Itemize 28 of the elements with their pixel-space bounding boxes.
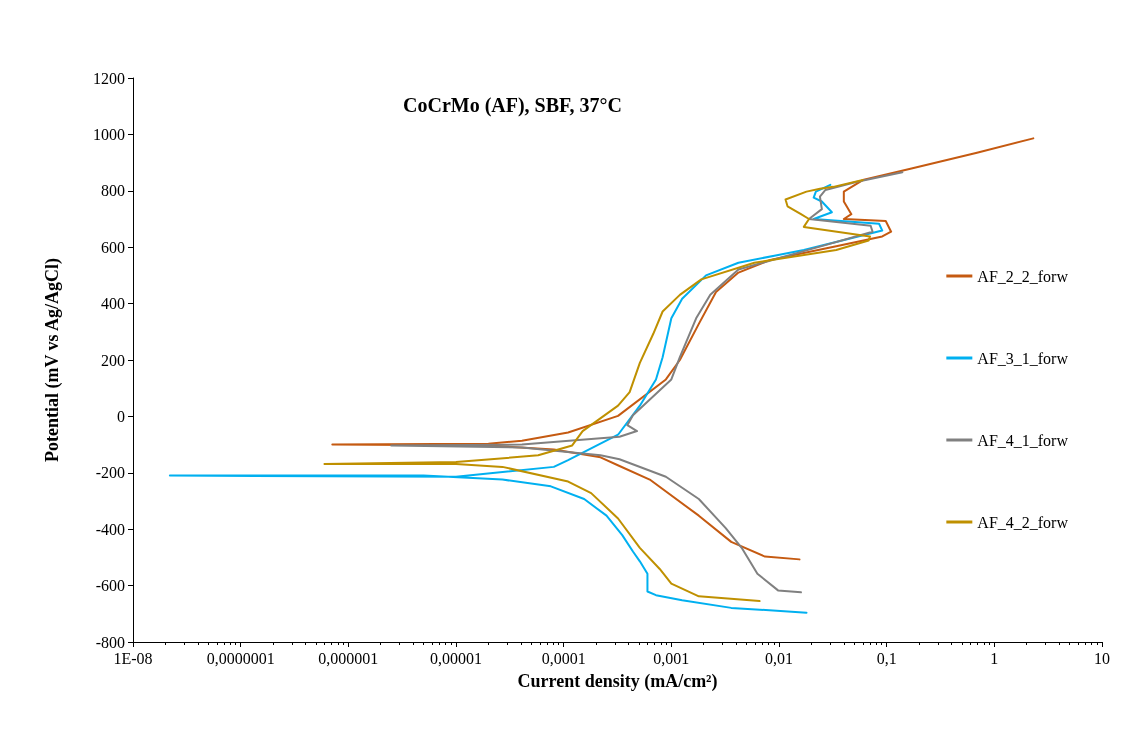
y-tick-label: -400 bbox=[95, 520, 125, 538]
x-tick-label: 0,0001 bbox=[541, 649, 586, 667]
x-tick-label: 1E-08 bbox=[113, 649, 153, 667]
legend-label: AF_4_2_forw bbox=[977, 513, 1069, 531]
y-tick-label: 800 bbox=[101, 182, 125, 200]
y-tick-label: 600 bbox=[101, 238, 125, 256]
y-tick-label: 400 bbox=[101, 295, 125, 313]
legend-label: AF_2_2_forw bbox=[977, 267, 1069, 285]
y-tick-label: -200 bbox=[95, 464, 125, 482]
x-tick-label: 0,000001 bbox=[318, 649, 379, 667]
x-tick-label: 0,001 bbox=[653, 649, 690, 667]
x-tick-label: 10 bbox=[1094, 649, 1110, 667]
x-tick-label: 0,01 bbox=[765, 649, 793, 667]
x-tick-label: 1 bbox=[990, 649, 999, 667]
x-axis-title: Current density (mA/cm²) bbox=[517, 671, 718, 692]
legend-label: AF_4_1_forw bbox=[977, 431, 1069, 449]
y-tick-label: 1000 bbox=[93, 125, 125, 143]
y-tick-label: 0 bbox=[117, 407, 125, 425]
y-tick-label: 200 bbox=[101, 351, 125, 369]
y-axis-title: Potential (mV vs Ag/AgCl) bbox=[42, 257, 63, 463]
text: CoCrMo (AF), SBF, 37°C bbox=[403, 94, 622, 117]
x-tick-label: 0,00001 bbox=[430, 649, 482, 667]
x-tick-label: 0,1 bbox=[876, 649, 897, 667]
y-tick-label: 1200 bbox=[93, 69, 125, 87]
x-tick-label: 0,0000001 bbox=[206, 649, 275, 667]
y-tick-label: -800 bbox=[95, 633, 125, 651]
legend-label: AF_3_1_forw bbox=[977, 349, 1069, 367]
y-tick-label: -600 bbox=[95, 577, 125, 595]
